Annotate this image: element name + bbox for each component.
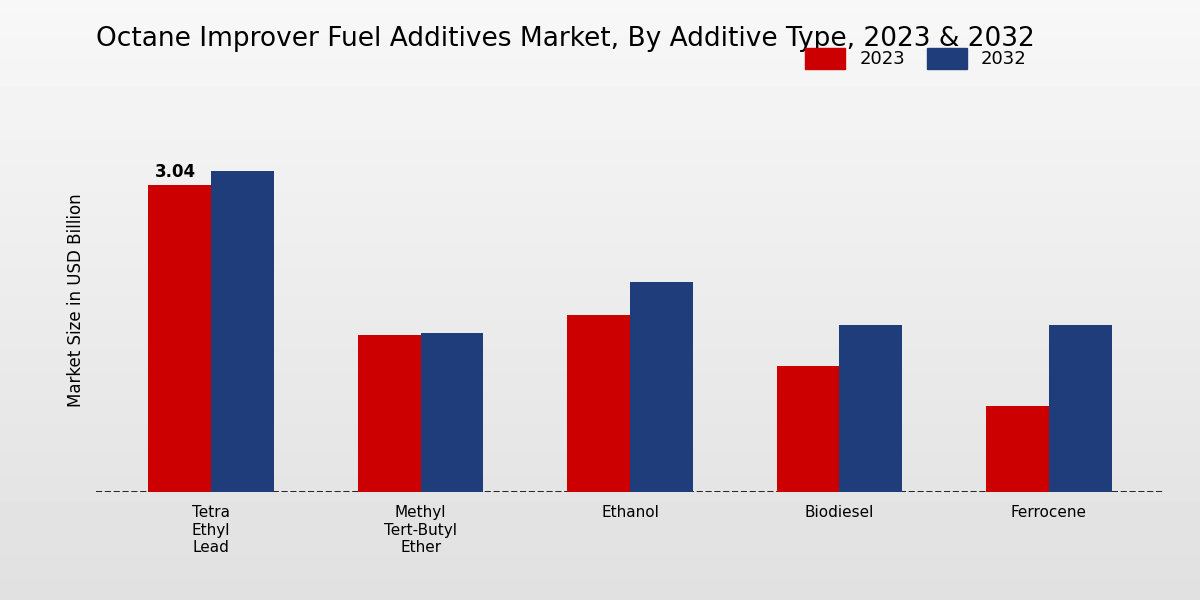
Bar <box>840 325 902 492</box>
Bar <box>568 315 630 492</box>
Bar <box>149 185 211 492</box>
Text: 3.04: 3.04 <box>155 163 196 181</box>
Y-axis label: Market Size in USD Billion: Market Size in USD Billion <box>67 193 85 407</box>
Bar <box>358 335 420 492</box>
Bar <box>630 282 692 492</box>
Bar <box>211 170 274 492</box>
Bar <box>986 406 1049 492</box>
Text: Octane Improver Fuel Additives Market, By Additive Type, 2023 & 2032: Octane Improver Fuel Additives Market, B… <box>96 26 1034 52</box>
Legend: 2023, 2032: 2023, 2032 <box>805 48 1027 69</box>
Bar <box>420 334 484 492</box>
Bar <box>776 365 840 492</box>
Bar <box>1049 325 1111 492</box>
